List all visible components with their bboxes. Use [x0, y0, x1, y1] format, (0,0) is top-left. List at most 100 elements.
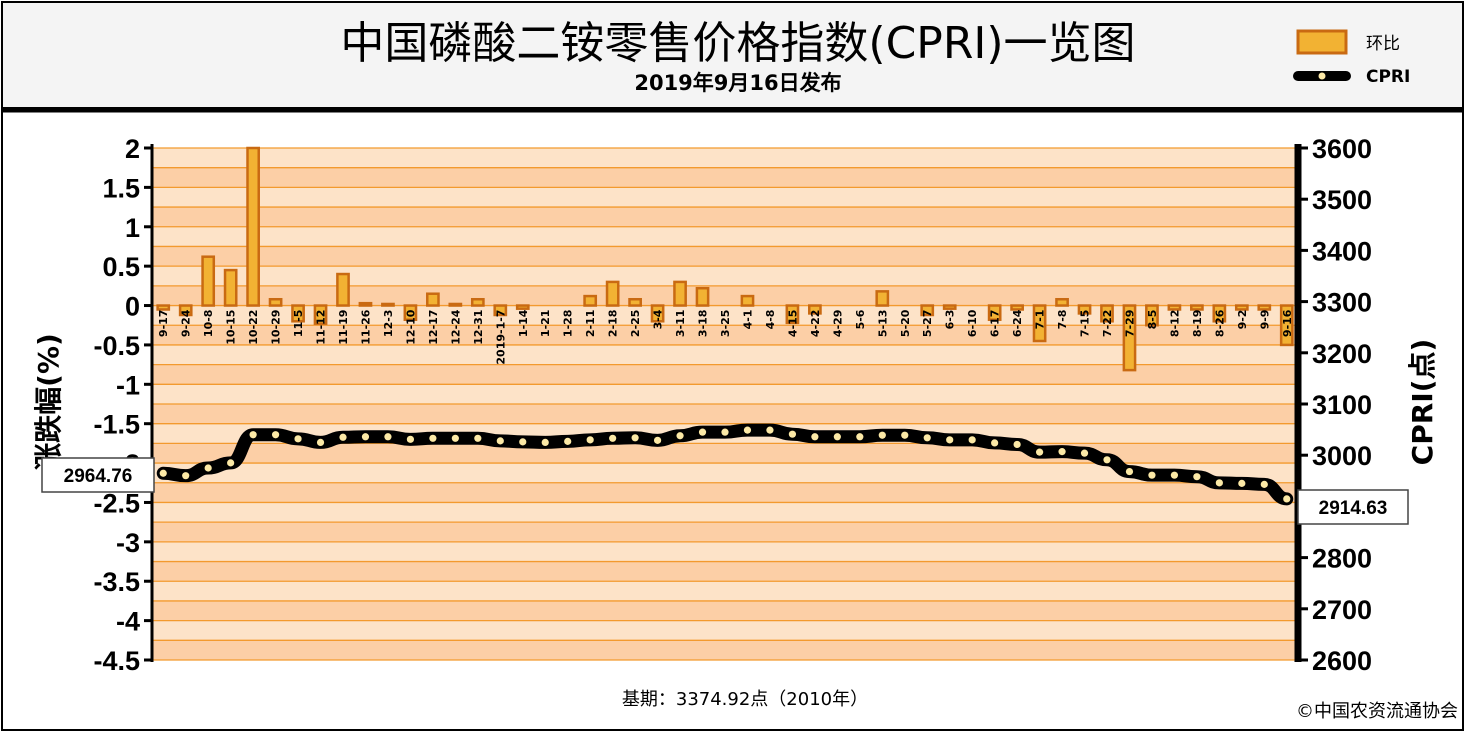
- bar-2-18: [605, 280, 620, 307]
- plot-band: [152, 502, 1298, 523]
- cpri-point-7-22: [1103, 456, 1111, 464]
- legend: 环比 CPRI: [1293, 29, 1410, 87]
- y-left-tick-label: -4: [116, 607, 140, 637]
- legend-bar-label: 环比: [1366, 34, 1400, 54]
- bar-12-3: [381, 302, 395, 307]
- plot-band: [152, 384, 1298, 404]
- copyright-note: ©中国农资流通协会: [1296, 701, 1458, 722]
- cpri-point-9-2: [1238, 479, 1246, 487]
- cpri-point-8-5: [1148, 471, 1156, 479]
- cpri-point-2-25: [631, 434, 639, 442]
- x-tick-4-8: 4-8: [764, 310, 777, 330]
- x-tick-12-31: 12-31: [472, 310, 485, 345]
- y-right-tick-label: 3100: [1312, 390, 1372, 420]
- cpri-point-9-24: [182, 472, 190, 480]
- x-tick-11-19: 11-19: [337, 310, 350, 345]
- y-left-tick-label: -1: [116, 370, 140, 400]
- x-tick-8-26: 8-26: [1213, 309, 1226, 337]
- x-tick-12-10: 12-10: [404, 309, 417, 345]
- body-frame: [1, 109, 1464, 731]
- bar-11-19: [336, 272, 350, 307]
- y-right-tick-label: 2600: [1312, 646, 1372, 676]
- gridlines: [152, 147, 1298, 661]
- chart-subtitle: 2019年9月16日发布: [634, 71, 841, 95]
- x-tick-5-13: 5-13: [876, 310, 889, 338]
- x-tick-2-25: 2-25: [629, 310, 642, 338]
- x-tick-7-1: 7-1: [1034, 310, 1047, 330]
- bar-12-17: [426, 292, 440, 307]
- x-tick-8-19: 8-19: [1191, 310, 1204, 338]
- cpri-point-2-18: [609, 434, 617, 442]
- bar-5-27: [920, 304, 935, 317]
- bar-6-24: [1010, 304, 1024, 311]
- plot-band: [152, 148, 1298, 168]
- bar-7-1: [1032, 304, 1047, 343]
- y-left-tick-label: 1: [125, 213, 140, 243]
- plot-band: [152, 561, 1298, 582]
- x-tick-1-28: 1-28: [562, 310, 575, 338]
- bar-2019-1-7: [493, 304, 508, 317]
- cpri-point-3-25: [721, 428, 729, 436]
- bar-4-15: [785, 304, 800, 325]
- x-tick-9-2: 9-2: [1236, 310, 1249, 330]
- bar-8-5: [1145, 304, 1159, 327]
- plot-band: [152, 581, 1298, 601]
- x-tick-4-15: 4-15: [786, 310, 799, 338]
- cpri-point-12-24: [451, 434, 459, 442]
- bar-9-16: [1279, 304, 1294, 347]
- x-tick-4-29: 4-29: [831, 310, 844, 338]
- cpri-point-8-12: [1170, 471, 1179, 479]
- y-left-tick-label: -4.5: [93, 646, 140, 676]
- cpri-point-1-14: [519, 438, 527, 446]
- plot-band: [152, 620, 1298, 641]
- y-left-tick-label: 1.5: [102, 173, 140, 203]
- y-left-ticks: 21.510.50-0.5-1-1.5-2-2.5-3-3.5-4-4.5: [93, 134, 152, 676]
- y-right-tick-label: 3400: [1312, 236, 1372, 266]
- callout-first: 2964.76: [41, 457, 155, 493]
- cpri-point-9-9: [1260, 480, 1268, 488]
- cpri-point-7-8: [1058, 448, 1066, 456]
- x-tick-3-25: 3-25: [719, 310, 732, 338]
- x-tick-2-11: 2-11: [584, 310, 597, 338]
- plot-band: [152, 187, 1298, 208]
- x-tick-3-18: 3-18: [697, 310, 710, 338]
- plot-band: [152, 364, 1298, 385]
- y-left-tick-label: 0: [125, 292, 140, 322]
- x-tick-11-5: 11-5: [292, 310, 305, 338]
- x-tick-10-29: 10-29: [270, 310, 283, 345]
- x-tick-9-24: 9-24: [180, 309, 193, 337]
- cpri-point-7-29: [1125, 467, 1134, 476]
- cpri-point-5-13: [878, 431, 886, 439]
- bar-9-17: [156, 304, 171, 311]
- cpri-point-11-5: [294, 435, 302, 443]
- x-tick-7-29: 7-29: [1123, 310, 1136, 338]
- bar-2-25: [628, 297, 642, 307]
- x-tick-3-11: 3-11: [674, 310, 687, 338]
- y-right-tick-label: 3300: [1312, 288, 1372, 318]
- callout-last-value: 2914.63: [1319, 498, 1388, 519]
- bar-10-22: [246, 146, 260, 307]
- bar-11-26: [358, 301, 373, 307]
- bar-7-8: [1055, 297, 1069, 307]
- x-tick-2-18: 2-18: [607, 310, 620, 338]
- y-right-label: CPRI(点): [1406, 339, 1439, 466]
- cpri-point-8-19: [1193, 473, 1201, 481]
- bar-10-15: [223, 268, 238, 307]
- y-left-tick-label: 0.5: [102, 252, 140, 282]
- cpri-point-6-10: [968, 436, 976, 444]
- plot-band: [152, 600, 1298, 621]
- bar-5-13: [875, 290, 890, 307]
- bar-12-31: [470, 297, 485, 307]
- y-left-tick-label: -2.5: [93, 488, 140, 518]
- cpri-point-12-3: [384, 433, 392, 441]
- bar-series-环比: [156, 146, 1294, 372]
- callout-first-box: [41, 457, 155, 493]
- bar-4-1: [740, 294, 755, 307]
- y-left-tick-label: 2: [125, 134, 140, 164]
- cpri-point-5-27: [923, 434, 931, 442]
- bar-2-11: [583, 294, 598, 307]
- x-tick-9-16: 9-16: [1281, 309, 1294, 337]
- y-right-ticks: 3600350034003300320031003000290028002700…: [1298, 134, 1372, 676]
- bar-9-24: [178, 304, 193, 317]
